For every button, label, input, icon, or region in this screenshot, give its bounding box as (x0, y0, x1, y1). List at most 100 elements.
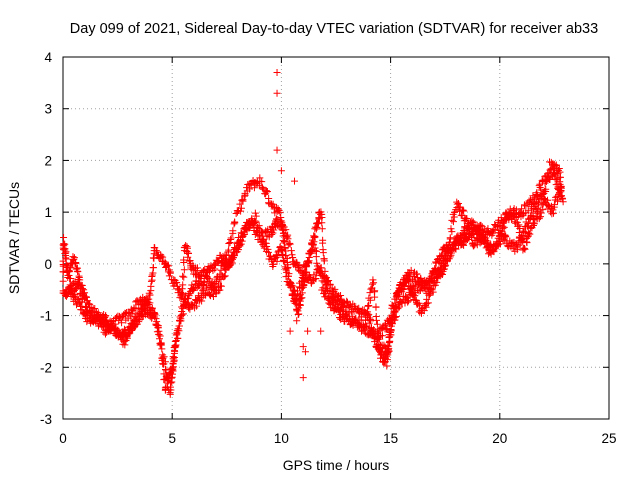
data-point (217, 282, 225, 290)
data-point (238, 196, 246, 204)
data-point (459, 206, 467, 214)
data-point (61, 240, 69, 248)
data-point (60, 242, 68, 250)
data-point (241, 191, 249, 199)
data-point (529, 222, 537, 230)
data-point (83, 297, 91, 305)
outlier-point (273, 69, 281, 77)
data-point (220, 273, 228, 281)
outlier-point (293, 317, 301, 325)
data-point (468, 230, 476, 238)
data-point (255, 222, 263, 230)
data-point (170, 354, 178, 362)
data-point (66, 283, 74, 291)
data-point (252, 178, 260, 186)
data-point (490, 248, 498, 256)
data-point (409, 290, 417, 298)
data-point (390, 302, 398, 310)
data-point (512, 213, 520, 221)
data-point (549, 209, 557, 217)
data-point (178, 303, 186, 311)
data-point (146, 291, 154, 299)
y-tick-label: 2 (44, 153, 52, 168)
data-point (535, 213, 543, 221)
data-point (516, 225, 524, 233)
data-point (62, 248, 70, 256)
data-point (394, 288, 402, 296)
data-point (373, 320, 381, 328)
data-point (230, 254, 238, 262)
data-point (251, 218, 259, 226)
data-point (167, 386, 175, 394)
data-point (364, 302, 372, 310)
data-point (414, 300, 422, 308)
data-point (463, 235, 471, 243)
data-point (236, 200, 244, 208)
data-point (167, 379, 175, 387)
data-point (180, 266, 188, 274)
data-point (251, 209, 259, 217)
data-point (214, 258, 222, 266)
data-point (83, 318, 91, 326)
data-point (240, 231, 248, 239)
data-point (550, 169, 558, 177)
data-point (408, 287, 416, 295)
data-point (425, 281, 433, 289)
data-point (304, 257, 312, 265)
data-point (349, 321, 357, 329)
y-tick-label: -3 (40, 412, 52, 427)
data-point (330, 299, 338, 307)
data-point (460, 241, 468, 249)
data-point (544, 173, 552, 181)
data-point (320, 257, 328, 265)
data-point (546, 166, 554, 174)
data-point (387, 322, 395, 330)
data-point (431, 265, 439, 273)
data-point (279, 251, 287, 259)
data-point (267, 253, 275, 261)
data-point (93, 310, 101, 318)
data-point (298, 289, 306, 297)
data-point (417, 274, 425, 282)
outlier-point (277, 167, 285, 175)
data-point (118, 319, 126, 327)
data-point (74, 267, 82, 275)
data-point (318, 277, 326, 285)
data-point (111, 325, 119, 333)
data-point (269, 260, 277, 268)
data-point (237, 204, 245, 212)
data-point (282, 265, 290, 273)
data-point (174, 335, 182, 343)
outlier-point (301, 348, 309, 356)
x-tick-label: 25 (601, 431, 616, 446)
data-point (388, 314, 396, 322)
y-tick-label: -1 (40, 309, 52, 324)
data-point (257, 228, 265, 236)
outlier-point (273, 146, 281, 154)
data-point (135, 316, 143, 324)
data-point (76, 276, 84, 284)
data-point (473, 221, 481, 229)
data-point (284, 241, 292, 249)
data-point (221, 272, 229, 280)
data-point (164, 262, 172, 270)
data-point (391, 299, 399, 307)
data-point (276, 209, 284, 217)
y-tick-label: 4 (44, 50, 52, 65)
data-point (559, 198, 567, 206)
data-point (317, 271, 325, 279)
data-point (193, 302, 201, 310)
data-point (519, 237, 527, 245)
data-point (335, 298, 343, 306)
data-point (537, 209, 545, 217)
data-point (537, 213, 545, 221)
data-point (559, 195, 567, 203)
data-point (519, 210, 527, 218)
data-point (503, 242, 511, 250)
data-point (236, 241, 244, 249)
data-point (411, 292, 419, 300)
data-point (312, 253, 320, 261)
data-point (391, 313, 399, 321)
data-point (345, 315, 353, 323)
